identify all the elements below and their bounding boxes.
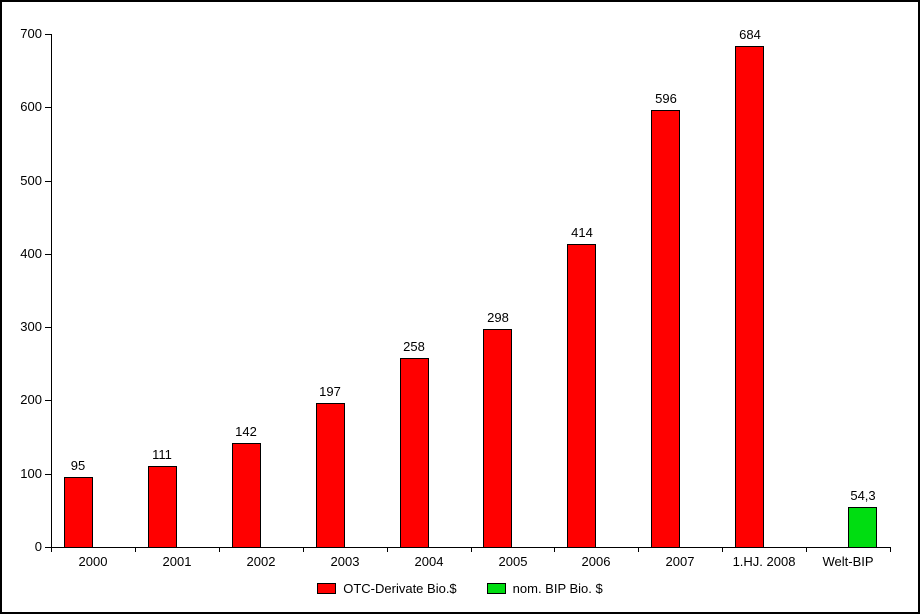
bar-2000: [64, 477, 93, 548]
y-tick: [45, 400, 51, 401]
bar-value-label: 142: [235, 424, 257, 439]
bar-2005: [483, 329, 512, 548]
bar-value-label: 414: [571, 225, 593, 240]
x-category-label: 2002: [246, 554, 276, 569]
x-category-label: 1.HJ. 2008: [732, 554, 796, 569]
y-tick: [45, 181, 51, 182]
y-axis: [51, 34, 52, 548]
bar-welt-bip: [848, 507, 877, 548]
x-category-label: 2004: [414, 554, 444, 569]
bar-1-hj-2008: [735, 46, 764, 548]
y-tick-label: 300: [20, 319, 42, 334]
x-category-label: 2006: [581, 554, 611, 569]
x-tick: [387, 547, 388, 552]
bar-value-label: 54,3: [850, 488, 876, 503]
x-category-label: 2007: [665, 554, 695, 569]
y-tick-label: 100: [20, 466, 42, 481]
y-tick: [45, 327, 51, 328]
bar-value-label: 111: [152, 447, 172, 462]
legend-label: nom. BIP Bio. $: [512, 581, 603, 596]
y-tick-label: 0: [34, 539, 42, 554]
legend-entry: nom. BIP Bio. $: [486, 581, 603, 596]
x-tick: [471, 547, 472, 552]
x-tick: [890, 547, 891, 552]
y-tick: [45, 254, 51, 255]
x-category-label: 2003: [330, 554, 360, 569]
x-tick: [722, 547, 723, 552]
x-tick: [638, 547, 639, 552]
legend-swatch: [486, 583, 506, 594]
x-tick: [51, 547, 52, 552]
x-category-label: 2005: [498, 554, 528, 569]
x-tick: [806, 547, 807, 552]
bar-2004: [400, 358, 429, 548]
y-tick-label: 600: [20, 99, 42, 114]
bar-2001: [148, 466, 177, 548]
x-tick: [303, 547, 304, 552]
bar-value-label: 684: [739, 27, 761, 42]
legend-entry: OTC-Derivate Bio.$: [317, 581, 457, 596]
y-tick-label: 400: [20, 246, 42, 261]
bar-value-label: 197: [319, 384, 341, 399]
bar-2003: [316, 403, 345, 548]
x-tick: [219, 547, 220, 552]
x-tick: [554, 547, 555, 552]
bar-value-label: 258: [403, 339, 425, 354]
y-tick-label: 500: [20, 173, 42, 188]
x-category-label: 2001: [162, 554, 192, 569]
x-category-label: 2000: [78, 554, 108, 569]
y-tick: [45, 107, 51, 108]
x-tick: [135, 547, 136, 552]
bar-value-label: 298: [487, 310, 509, 325]
legend-swatch: [317, 583, 337, 594]
y-tick: [45, 34, 51, 35]
bar-2006: [567, 244, 596, 548]
x-category-label: Welt-BIP: [822, 554, 874, 569]
legend-label: OTC-Derivate Bio.$: [343, 581, 457, 596]
bar-value-label: 95: [70, 458, 86, 473]
bar-2002: [232, 443, 261, 548]
y-tick-label: 700: [20, 26, 42, 41]
y-tick: [45, 474, 51, 475]
y-tick: [45, 547, 51, 548]
bar-value-label: 596: [655, 91, 677, 106]
bar-2007: [651, 110, 680, 548]
legend: OTC-Derivate Bio.$ nom. BIP Bio. $: [2, 581, 918, 596]
y-tick-label: 200: [20, 392, 42, 407]
